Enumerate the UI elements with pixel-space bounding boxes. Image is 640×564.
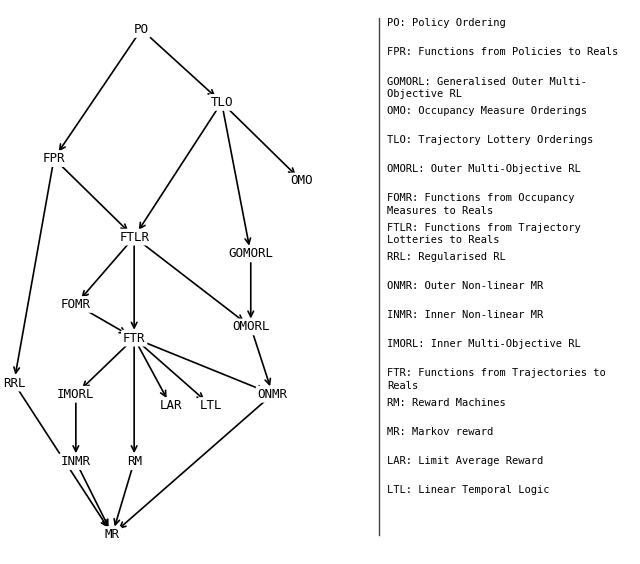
Text: Lotteries to Reals: Lotteries to Reals [387,235,499,245]
Text: FTLR: Functions from Trajectory: FTLR: Functions from Trajectory [387,223,580,232]
Text: IMORL: IMORL [57,387,95,401]
Text: OMO: Occupancy Measure Orderings: OMO: Occupancy Measure Orderings [387,106,587,116]
Text: TLO: Trajectory Lottery Orderings: TLO: Trajectory Lottery Orderings [387,135,593,145]
Text: FOMR: Functions from Occupancy: FOMR: Functions from Occupancy [387,193,575,204]
Text: FOMR: FOMR [61,298,91,311]
Text: GOMORL: Generalised Outer Multi-: GOMORL: Generalised Outer Multi- [387,77,587,87]
Text: LTL: Linear Temporal Logic: LTL: Linear Temporal Logic [387,485,550,495]
Text: FTR: Functions from Trajectories to: FTR: Functions from Trajectories to [387,368,605,378]
Text: FTLR: FTLR [119,231,149,244]
Text: ONMR: ONMR [258,387,287,401]
Text: OMORL: Outer Multi-Objective RL: OMORL: Outer Multi-Objective RL [387,164,580,174]
Text: Measures to Reals: Measures to Reals [387,206,493,215]
Text: TLO: TLO [211,96,233,109]
Text: ONMR: Outer Non-linear MR: ONMR: Outer Non-linear MR [387,281,543,291]
Text: LAR: LAR [159,399,182,412]
Text: FTR: FTR [123,332,145,345]
Text: Reals: Reals [387,381,419,391]
Text: OMORL: OMORL [232,320,269,333]
Text: PO: PO [134,23,149,36]
Text: FPR: FPR [43,152,65,165]
Text: Objective RL: Objective RL [387,89,462,99]
Text: LTL: LTL [200,399,222,412]
Text: RM: Reward Machines: RM: Reward Machines [387,398,506,408]
Text: GOMORL: GOMORL [228,248,273,261]
Text: MR: MR [105,528,120,541]
Text: LAR: Limit Average Reward: LAR: Limit Average Reward [387,456,543,466]
Text: INMR: Inner Non-linear MR: INMR: Inner Non-linear MR [387,310,543,320]
Text: IMORL: Inner Multi-Objective RL: IMORL: Inner Multi-Objective RL [387,339,580,349]
Text: OMO: OMO [291,174,313,187]
Text: FPR: Functions from Policies to Reals: FPR: Functions from Policies to Reals [387,47,618,58]
Text: MR: Markov reward: MR: Markov reward [387,427,493,437]
Text: RM: RM [127,455,141,468]
Text: RRL: RRL [3,377,25,390]
Text: RRL: Regularised RL: RRL: Regularised RL [387,252,506,262]
Text: PO: Policy Ordering: PO: Policy Ordering [387,18,506,28]
Text: INMR: INMR [61,455,91,468]
